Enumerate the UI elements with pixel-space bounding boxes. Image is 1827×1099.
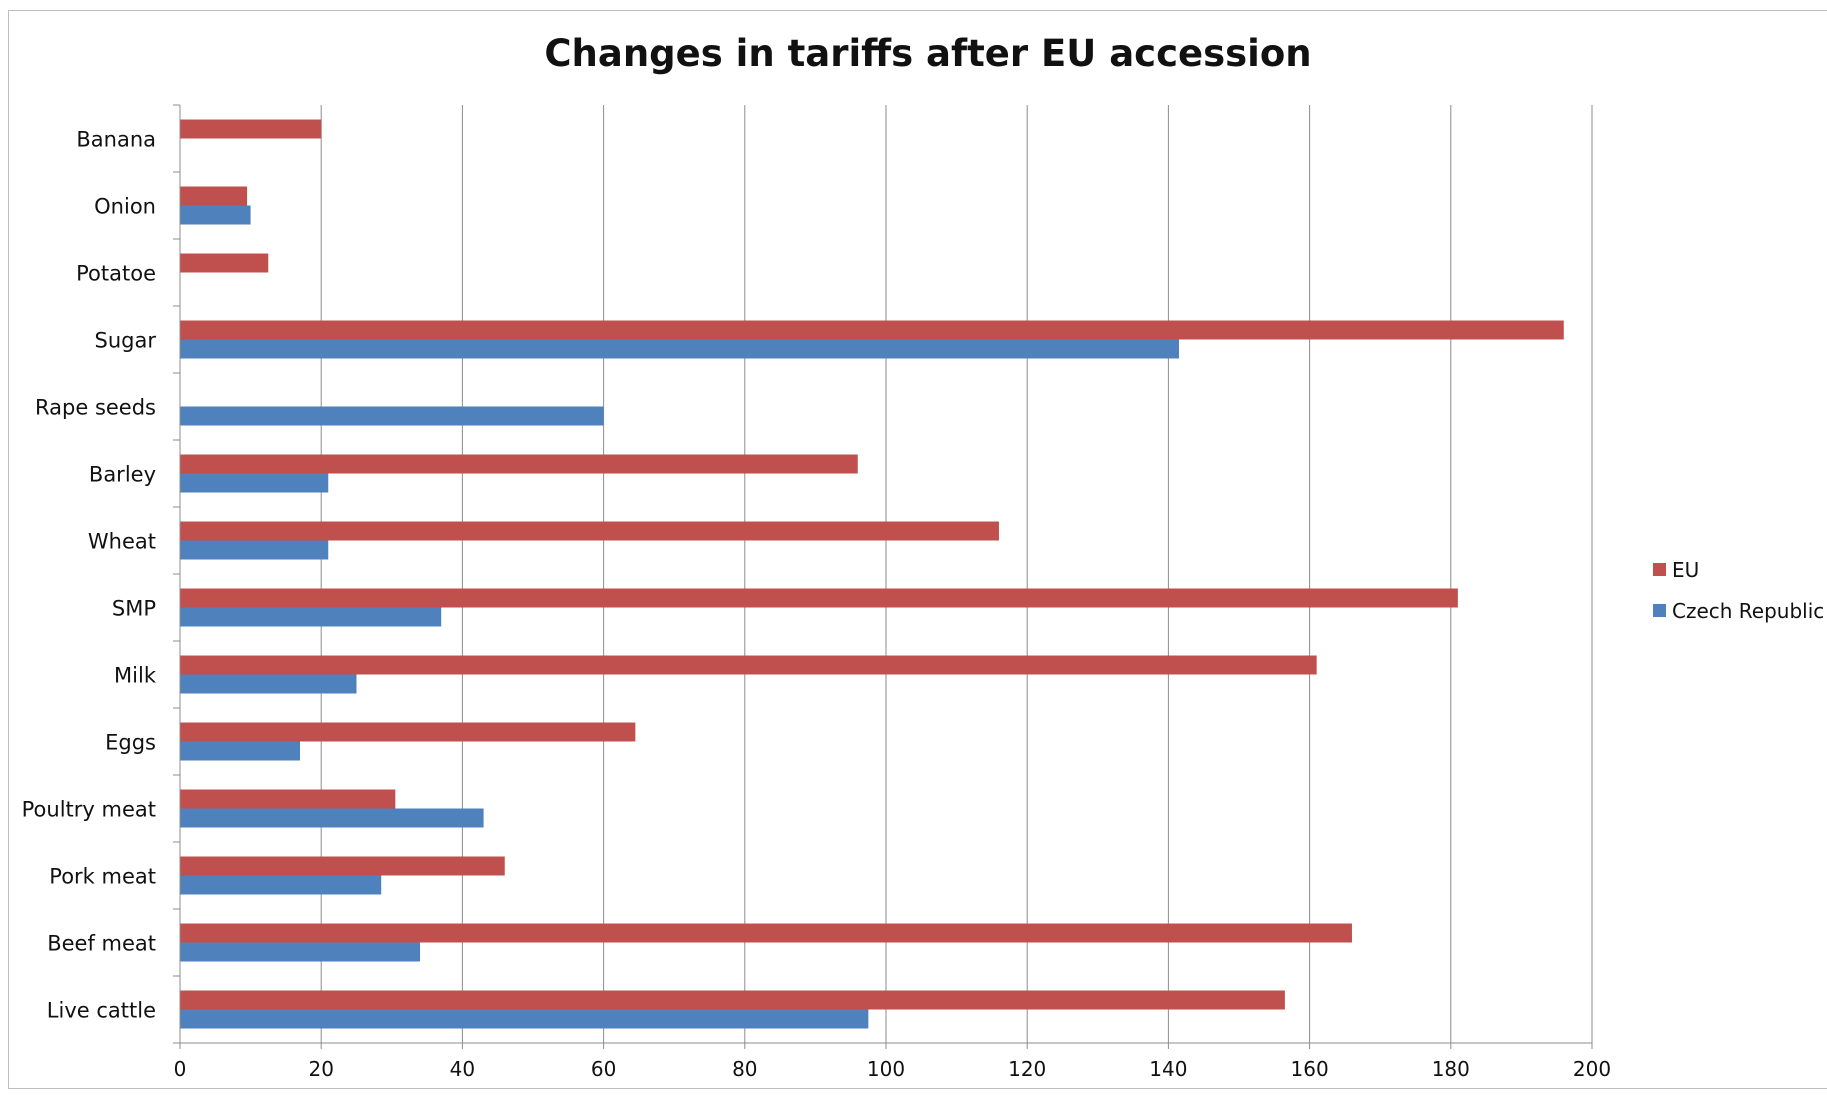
x-tick-label-40: 40 <box>450 1057 475 1081</box>
category-label: Onion <box>94 195 156 219</box>
axes: 0 20 40 60 80 100 120 140 160 180 200 Banana Onion Po… <box>22 104 1611 1081</box>
legend-label-czech-republic: Czech Republic <box>1672 599 1824 623</box>
bar-eu-onion <box>180 186 248 206</box>
category-label: Poultry meat <box>22 798 156 822</box>
bar-czech-republic-live-cattle <box>180 1009 869 1029</box>
category-label: SMP <box>112 597 156 621</box>
bar-czech-republic-beef-meat <box>180 942 421 962</box>
bar-eu-poultry-meat <box>180 789 396 809</box>
x-tick-label-60: 60 <box>591 1057 616 1081</box>
bar-czech-republic-smp <box>180 607 442 627</box>
x-tick-label-120: 120 <box>1008 1057 1046 1081</box>
bar-czech-republic-onion <box>180 205 251 225</box>
bar-czech-republic-rape-seeds <box>180 406 604 426</box>
bar-czech-republic-pork-meat <box>180 875 382 895</box>
bar-eu-live-cattle <box>180 990 1285 1010</box>
legend-label-eu: EU <box>1672 558 1699 582</box>
x-tick-label-140: 140 <box>1149 1057 1187 1081</box>
bar-czech-republic-milk <box>180 674 357 694</box>
bar-eu-beef-meat <box>180 923 1352 943</box>
bar-eu-pork-meat <box>180 856 505 876</box>
x-tick-label-180: 180 <box>1432 1057 1470 1081</box>
category-label: Barley <box>89 463 156 487</box>
category-label: Pork meat <box>49 865 156 889</box>
bar-czech-republic-poultry-meat <box>180 808 484 828</box>
bar-eu-barley <box>180 454 858 474</box>
x-tick-label-0: 0 <box>174 1057 187 1081</box>
x-tick-label-160: 160 <box>1291 1057 1329 1081</box>
category-label: Banana <box>76 128 156 152</box>
x-tick-label-200: 200 <box>1573 1057 1611 1081</box>
bar-eu-sugar <box>180 320 1564 340</box>
category-label: Milk <box>114 664 157 688</box>
gridlines <box>320 105 1593 1043</box>
x-tick-label-20: 20 <box>308 1057 333 1081</box>
bar-eu-potatoe <box>180 253 269 273</box>
x-tick-label-100: 100 <box>867 1057 905 1081</box>
category-label: Rape seeds <box>35 396 156 420</box>
category-label: Wheat <box>88 530 156 554</box>
bar-eu-eggs <box>180 722 636 742</box>
category-label: Beef meat <box>47 932 156 956</box>
bar-eu-milk <box>180 655 1317 675</box>
legend: EU Czech Republic <box>1653 558 1824 623</box>
legend-swatch-czech-republic <box>1653 604 1666 617</box>
chart-title: Changes in tariffs after EU accession <box>544 32 1311 75</box>
bar-eu-wheat <box>180 521 999 541</box>
bar-czech-republic-eggs <box>180 741 301 761</box>
bars <box>180 119 1564 1029</box>
category-label: Live cattle <box>47 999 156 1023</box>
category-label: Potatoe <box>76 262 156 286</box>
bar-eu-smp <box>180 588 1458 608</box>
category-label: Sugar <box>95 329 157 353</box>
category-label: Eggs <box>105 731 156 755</box>
bar-czech-republic-sugar <box>180 339 1179 359</box>
x-tick-label-80: 80 <box>732 1057 757 1081</box>
legend-swatch-eu <box>1653 563 1666 576</box>
bar-czech-republic-wheat <box>180 540 329 560</box>
bar-eu-banana <box>180 119 322 139</box>
bar-czech-republic-barley <box>180 473 329 493</box>
